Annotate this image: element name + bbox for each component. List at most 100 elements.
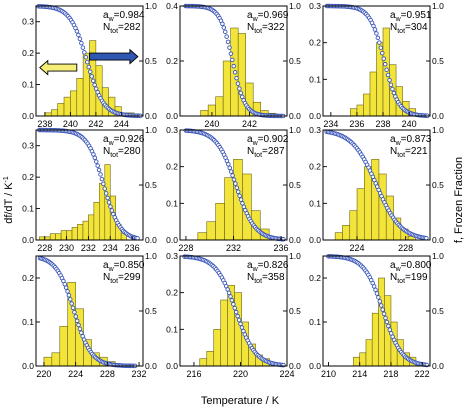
y-right-tick-label: 0.0 — [145, 111, 157, 121]
y-right-tick-label: 1.0 — [145, 251, 157, 261]
water-activity-symbol: a — [247, 134, 253, 145]
frozen-fraction-point — [225, 39, 231, 45]
y-left-tick-label: 0.0 — [309, 361, 321, 371]
histogram-bar — [220, 299, 228, 367]
histogram-bar — [213, 329, 222, 367]
y-left-tick-label: 0.0 — [309, 235, 321, 245]
frozen-fraction-point — [374, 31, 379, 36]
droplet-count-symbol: N — [390, 146, 397, 157]
histogram-bar — [60, 230, 67, 241]
frozen-fraction-point — [373, 287, 378, 293]
histogram-bar — [59, 326, 69, 367]
y-right-tick-label: 0.0 — [145, 361, 157, 371]
panel-9: 210 214 218 2220.00.10.20.00.51.0aw=0.800Nt… — [309, 251, 444, 379]
frozen-fraction-point — [385, 72, 391, 78]
histogram-bar — [43, 356, 53, 367]
x-tick-label: 244 — [114, 119, 129, 129]
histogram-bar — [378, 277, 386, 367]
frozen-fraction-point — [102, 186, 108, 191]
water-activity-subscript: w — [252, 16, 259, 23]
x-tick-label: 236 — [349, 119, 364, 129]
frozen-fraction-point — [228, 294, 233, 299]
frozen-fraction-point — [66, 293, 72, 298]
histogram-bar — [224, 177, 234, 241]
x-tick-label: 232 — [81, 243, 96, 253]
y-left-tick-label: 0.0 — [22, 111, 34, 121]
water-activity-label: aw=0.826 — [247, 260, 289, 273]
histogram-bar — [57, 103, 65, 117]
frozen-fraction-point — [77, 36, 83, 42]
frozen-fraction-point — [387, 77, 392, 83]
panel-6: 224 2280.00.10.20.30.00.51.0aw=0.873Ntot=… — [309, 125, 444, 253]
water-activity-subscript: w — [252, 266, 259, 273]
y-right-tick-label: 0.0 — [432, 361, 444, 371]
frozen-fraction-point — [234, 185, 240, 190]
water-activity-subscript: w — [108, 140, 115, 147]
x-tick-label: 230 — [59, 243, 74, 253]
panel-8: 216 220 2240.00.10.20.30.00.51.0aw=0.826Nt… — [166, 251, 301, 379]
frozen-fraction-point — [235, 189, 241, 194]
y-right-tick-label: 0.5 — [145, 306, 157, 316]
arrow-left-icon — [39, 59, 78, 76]
frozen-fraction-point — [87, 69, 93, 75]
histogram-bar — [200, 110, 209, 117]
y-left-tick-label: 0.3 — [166, 251, 178, 261]
frozen-fraction-point — [371, 23, 376, 29]
frozen-fraction-point — [231, 177, 237, 182]
water-activity-label: aw=0.951 — [390, 10, 432, 23]
frozen-fraction-point — [74, 29, 80, 34]
frozen-fraction-point — [377, 40, 382, 45]
frozen-fraction-point — [79, 40, 84, 46]
x-tick-label: 224 — [68, 369, 83, 379]
y-left-tick-label: 0.0 — [22, 235, 34, 245]
arrow-right-icon — [89, 48, 139, 65]
y-right-tick-label: 1.0 — [289, 251, 301, 261]
y-left-tick-label: 0.2 — [309, 273, 321, 283]
water-activity-value: =0.850 — [114, 260, 145, 271]
y-left-tick-label: 0.1 — [309, 74, 321, 84]
frozen-fraction-point — [99, 176, 105, 182]
droplet-count-symbol: N — [247, 22, 254, 33]
y-left-tick-label: 0.4 — [166, 1, 178, 11]
droplet-count-label: Ntot=221 — [390, 146, 428, 159]
water-activity-value: =0.926 — [114, 134, 145, 145]
x-tick-label: 222 — [415, 369, 430, 379]
droplet-count-symbol: N — [103, 146, 110, 157]
x-tick-label: 210 — [321, 369, 336, 379]
x-tick-label: 236 — [125, 243, 140, 253]
histogram-bar — [70, 90, 78, 117]
x-tick-label: 228 — [100, 369, 115, 379]
water-activity-value: =0.800 — [401, 260, 432, 271]
water-activity-subscript: w — [252, 140, 259, 147]
frozen-fraction-point — [229, 298, 235, 303]
histogram-bar — [215, 203, 225, 241]
water-activity-subscript: w — [108, 266, 115, 273]
x-tick-label: 234 — [323, 119, 338, 129]
y-left-tick-label: 0.2 — [22, 48, 34, 58]
droplet-count-value: =282 — [118, 22, 141, 33]
frozen-fraction-point — [227, 165, 232, 171]
frozen-fraction-point — [383, 315, 388, 321]
y-left-tick-label: 0.1 — [22, 204, 34, 214]
y-right-tick-label: 1.0 — [145, 125, 157, 135]
histogram-bar — [88, 214, 95, 241]
water-activity-subscript: w — [395, 140, 402, 147]
frozen-fraction-point — [226, 162, 231, 167]
histogram-bar — [55, 233, 62, 241]
frozen-fraction-point — [76, 32, 81, 38]
histogram-bar — [76, 77, 84, 117]
x-tick-label: 228 — [37, 243, 52, 253]
frozen-fraction-point — [384, 319, 390, 325]
histogram-bar — [365, 339, 373, 367]
histogram-bar — [215, 96, 224, 117]
x-tick-label: 240 — [63, 119, 78, 129]
frozen-fraction-point — [82, 50, 87, 55]
histogram-bar — [77, 223, 84, 241]
y-right-tick-label: 0.0 — [289, 361, 301, 371]
droplet-count-subscript: tot — [397, 152, 405, 159]
frozen-fraction-point — [235, 81, 241, 86]
frozen-fraction-point — [380, 307, 385, 312]
y-left-tick-label: 0.0 — [309, 111, 321, 121]
y-right-tick-label: 0.5 — [289, 306, 301, 316]
frozen-fraction-point — [384, 67, 389, 72]
